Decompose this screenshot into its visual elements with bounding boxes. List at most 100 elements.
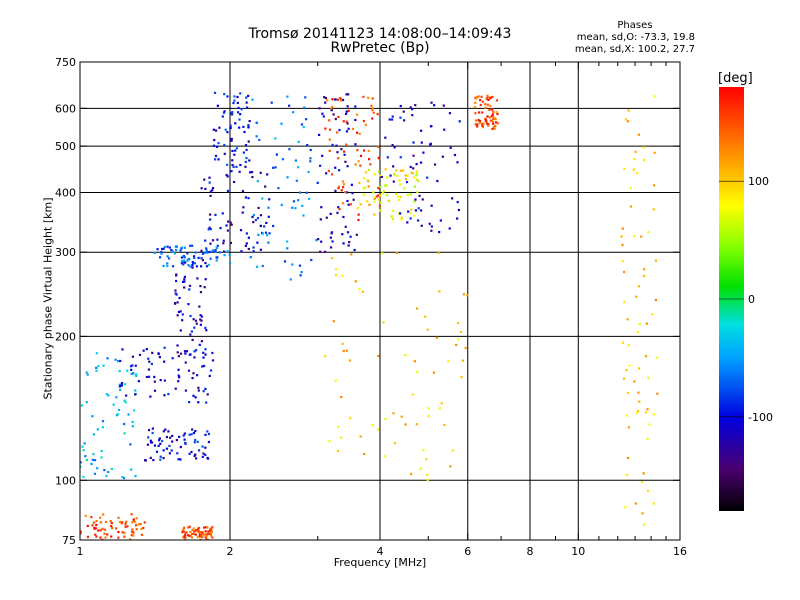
data-point <box>342 349 345 353</box>
data-point <box>254 219 257 222</box>
data-point <box>248 159 251 162</box>
data-point <box>341 98 345 102</box>
data-point <box>132 519 135 522</box>
data-point <box>294 159 298 162</box>
data-point <box>624 118 628 121</box>
data-point <box>252 213 256 217</box>
data-point <box>402 110 405 113</box>
data-point <box>377 170 380 173</box>
data-point <box>474 112 477 115</box>
data-point <box>399 104 402 108</box>
data-point <box>92 453 95 456</box>
data-point <box>435 336 439 339</box>
data-point <box>204 453 207 456</box>
data-point <box>300 271 303 274</box>
data-point <box>328 128 332 131</box>
data-point <box>356 149 359 152</box>
data-point <box>413 214 416 217</box>
x-tick-label: 10 <box>571 545 585 558</box>
data-point <box>295 179 298 182</box>
x-tick-label: 6 <box>464 545 471 558</box>
data-point <box>345 191 349 194</box>
data-point <box>352 198 355 201</box>
data-point <box>354 118 357 122</box>
data-point <box>183 246 186 249</box>
data-point <box>80 532 82 535</box>
data-point <box>325 216 328 219</box>
data-point <box>367 149 370 152</box>
data-point <box>234 149 237 152</box>
data-point <box>198 343 201 346</box>
data-point <box>361 290 364 293</box>
data-point <box>410 472 413 476</box>
data-point <box>489 104 492 107</box>
data-point <box>335 144 338 147</box>
data-point <box>317 238 320 241</box>
data-point <box>349 417 352 420</box>
data-point <box>145 375 149 379</box>
data-point <box>634 502 637 505</box>
data-point <box>86 524 89 528</box>
data-point <box>319 164 322 167</box>
data-point <box>380 175 383 179</box>
data-point <box>430 225 433 228</box>
data-point <box>344 225 347 228</box>
data-point <box>362 119 366 123</box>
data-point <box>496 112 499 116</box>
data-point <box>342 183 346 186</box>
data-point <box>201 445 204 448</box>
data-point <box>226 250 229 253</box>
data-point <box>184 352 187 355</box>
data-point <box>330 173 334 176</box>
data-point <box>397 198 401 202</box>
data-point <box>152 459 155 462</box>
data-point <box>225 224 228 227</box>
data-point <box>230 139 233 142</box>
data-point <box>642 472 645 475</box>
data-point <box>216 238 219 241</box>
data-point <box>642 146 645 149</box>
x-tick-label: 16 <box>673 545 687 558</box>
data-point <box>209 228 212 231</box>
data-point <box>426 473 429 477</box>
data-point <box>265 221 268 225</box>
data-point <box>430 125 433 128</box>
data-point <box>379 201 383 204</box>
data-point <box>370 104 373 107</box>
data-point <box>213 139 216 142</box>
data-point <box>148 360 151 363</box>
data-point <box>331 240 334 243</box>
data-point <box>307 170 310 174</box>
data-point <box>85 401 88 404</box>
y-tick-label: 750 <box>55 56 76 69</box>
data-point <box>158 256 162 259</box>
data-point <box>131 420 134 424</box>
data-point <box>651 313 654 316</box>
data-point <box>228 261 232 265</box>
colorbar-tick-label: 100 <box>748 175 769 188</box>
data-point <box>396 195 399 198</box>
data-point <box>377 145 380 148</box>
data-point <box>124 401 127 404</box>
data-point <box>456 338 460 341</box>
data-point <box>404 353 407 357</box>
data-point <box>194 453 197 456</box>
data-point <box>128 538 132 540</box>
data-point <box>644 355 648 358</box>
data-point <box>457 322 460 325</box>
data-point <box>211 186 215 190</box>
data-point <box>225 173 228 177</box>
data-point <box>390 118 394 121</box>
data-point <box>338 128 341 132</box>
data-point <box>197 526 201 530</box>
data-point <box>204 433 207 436</box>
data-point <box>363 452 366 456</box>
data-point <box>346 231 350 234</box>
data-point <box>223 152 226 155</box>
data-point <box>393 442 397 445</box>
data-point <box>205 535 208 538</box>
data-point <box>207 263 210 266</box>
data-point <box>95 535 98 538</box>
data-point <box>232 165 235 168</box>
data-point <box>451 449 454 452</box>
